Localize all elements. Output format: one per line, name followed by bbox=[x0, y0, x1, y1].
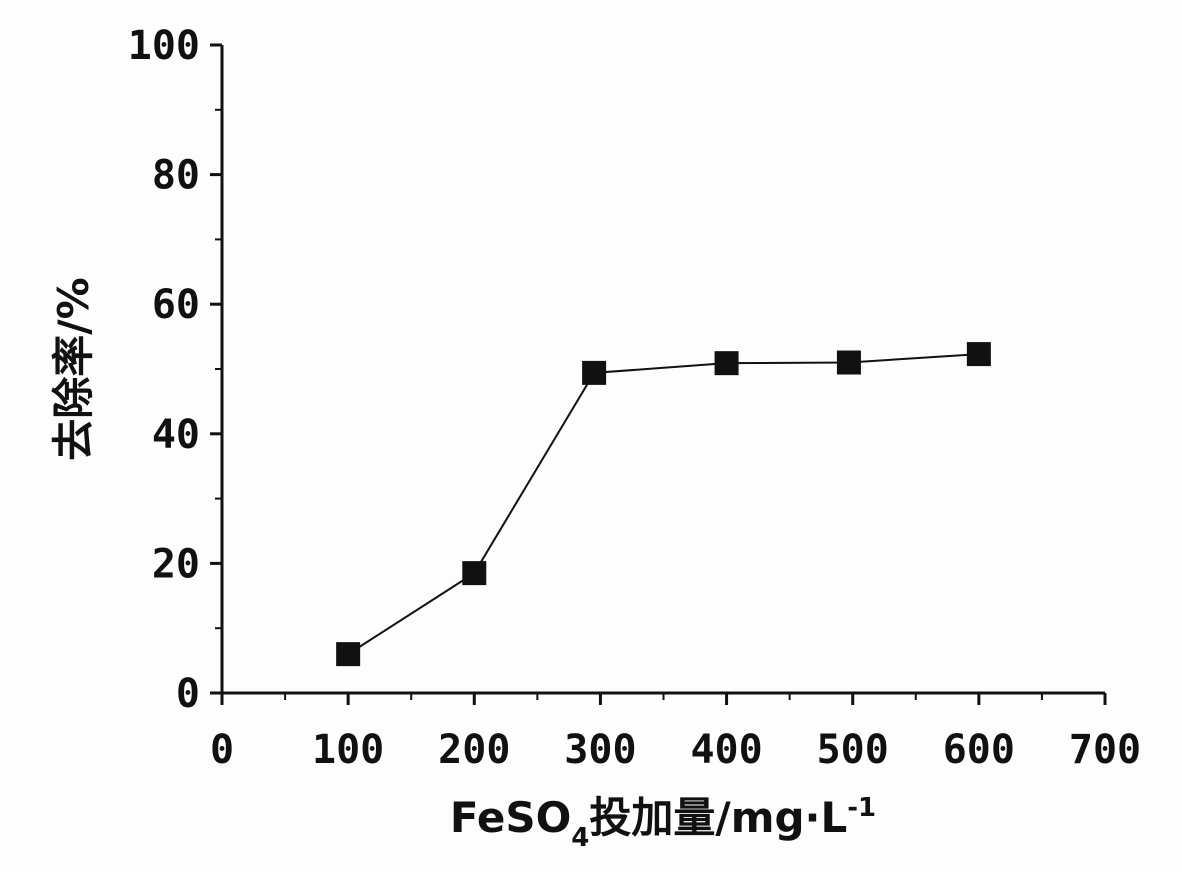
x-tick-label: 400 bbox=[690, 727, 762, 773]
x-tick-label: 200 bbox=[438, 727, 510, 773]
x-axis-title-subscript: 4 bbox=[571, 823, 589, 853]
x-axis-title-rest: 投加量/mg·L bbox=[589, 793, 847, 842]
y-tick-label: 60 bbox=[152, 282, 200, 328]
x-axis-title-prefix: FeSO bbox=[450, 793, 571, 842]
series-line bbox=[347, 353, 979, 655]
y-tick-label: 80 bbox=[152, 153, 200, 199]
x-axis-title-superscript: -1 bbox=[847, 793, 876, 823]
axes bbox=[220, 45, 1105, 695]
data-point-marker bbox=[582, 360, 607, 385]
x-tick-label: 300 bbox=[564, 727, 636, 773]
x-tick-label: 100 bbox=[312, 727, 384, 773]
x-tick-label: 600 bbox=[943, 727, 1015, 773]
y-tick-label: 100 bbox=[128, 23, 200, 69]
x-axis-title: FeSO4投加量/mg·L-1 bbox=[450, 793, 876, 853]
data-point-marker bbox=[462, 561, 487, 586]
data-point-marker bbox=[836, 350, 861, 375]
x-tick-label: 0 bbox=[210, 727, 234, 773]
x-tick-label: 500 bbox=[817, 727, 889, 773]
ticks bbox=[210, 43, 1107, 705]
tick-labels: 0 100 200 300 400 500 600 700 0 20 40 60 80 100 bbox=[128, 23, 1141, 773]
data-markers bbox=[336, 342, 991, 667]
y-tick-label: 40 bbox=[152, 412, 200, 458]
data-point-marker bbox=[714, 351, 739, 376]
data-point-marker bbox=[966, 342, 991, 367]
x-tick-label: 700 bbox=[1069, 727, 1141, 773]
data-point-marker bbox=[336, 642, 361, 667]
y-tick-label: 0 bbox=[176, 671, 200, 717]
y-tick-label: 20 bbox=[152, 541, 200, 587]
y-axis-title: 去除率/% bbox=[49, 277, 98, 460]
